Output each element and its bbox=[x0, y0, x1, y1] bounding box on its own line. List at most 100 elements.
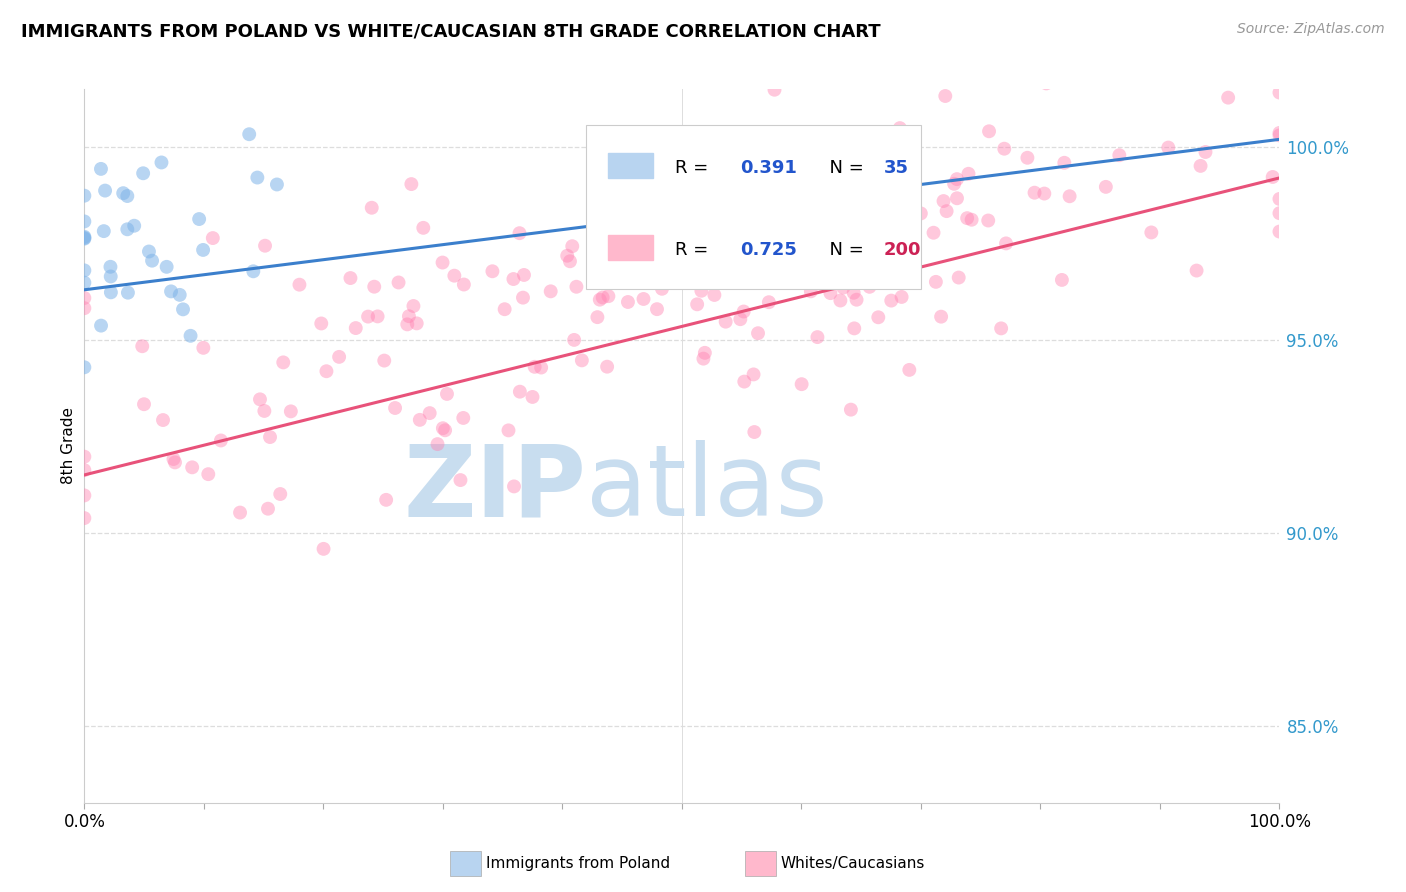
Point bbox=[73, 263, 96, 277]
Point bbox=[592, 249, 614, 263]
Point bbox=[1024, 186, 1046, 200]
Point bbox=[288, 277, 311, 292]
Point bbox=[396, 318, 419, 332]
Point bbox=[73, 301, 96, 315]
Point bbox=[73, 231, 96, 245]
Point bbox=[141, 253, 163, 268]
Point bbox=[434, 423, 457, 437]
Point bbox=[960, 212, 983, 227]
Point bbox=[1017, 151, 1039, 165]
Point bbox=[1268, 24, 1291, 38]
Point bbox=[910, 206, 932, 220]
Point bbox=[946, 191, 969, 205]
Point bbox=[402, 299, 425, 313]
Point bbox=[90, 161, 112, 176]
Text: N =: N = bbox=[818, 241, 863, 259]
FancyBboxPatch shape bbox=[586, 125, 921, 289]
Point bbox=[772, 252, 794, 266]
Point bbox=[1268, 86, 1291, 100]
Point bbox=[494, 302, 516, 317]
Point bbox=[883, 219, 905, 234]
Point bbox=[193, 341, 215, 355]
Point bbox=[842, 247, 865, 261]
Point bbox=[309, 317, 332, 331]
Point bbox=[672, 213, 695, 227]
Point bbox=[561, 239, 583, 253]
Point bbox=[957, 167, 980, 181]
Point bbox=[565, 279, 588, 293]
Point bbox=[360, 201, 382, 215]
Point bbox=[503, 479, 526, 493]
Point bbox=[73, 291, 96, 305]
Point bbox=[1059, 189, 1081, 203]
Point bbox=[1035, 77, 1057, 91]
Point bbox=[598, 289, 620, 303]
Point bbox=[946, 172, 969, 186]
Point bbox=[755, 233, 778, 247]
Point bbox=[156, 260, 179, 274]
Point bbox=[800, 285, 823, 299]
Point bbox=[693, 346, 716, 360]
Y-axis label: 8th Grade: 8th Grade bbox=[60, 408, 76, 484]
Point bbox=[100, 285, 122, 300]
Point bbox=[617, 295, 640, 310]
Point bbox=[845, 293, 868, 307]
Point bbox=[645, 302, 668, 317]
Point bbox=[93, 224, 115, 238]
Text: R =: R = bbox=[675, 241, 714, 259]
Point bbox=[94, 184, 117, 198]
Point bbox=[1157, 140, 1180, 154]
Point bbox=[432, 255, 454, 269]
Point bbox=[530, 360, 553, 375]
Point bbox=[132, 166, 155, 180]
Point bbox=[522, 390, 544, 404]
Text: N =: N = bbox=[818, 159, 863, 177]
Point bbox=[100, 269, 122, 284]
Point bbox=[481, 264, 503, 278]
Point bbox=[249, 392, 271, 407]
Point bbox=[162, 452, 184, 467]
Point bbox=[592, 290, 614, 304]
Point bbox=[748, 272, 770, 286]
Point bbox=[820, 286, 842, 301]
Point bbox=[426, 437, 449, 451]
Point bbox=[73, 276, 96, 290]
Point bbox=[443, 268, 465, 283]
Point bbox=[830, 262, 852, 277]
Point bbox=[197, 467, 219, 482]
Point bbox=[209, 434, 232, 448]
Point bbox=[132, 397, 155, 411]
Point bbox=[862, 173, 884, 187]
Point bbox=[432, 421, 454, 435]
Point bbox=[943, 177, 966, 191]
Point bbox=[498, 423, 520, 437]
Point bbox=[401, 177, 423, 191]
Point bbox=[770, 271, 793, 285]
Point bbox=[367, 310, 389, 324]
Point bbox=[555, 249, 578, 263]
Point bbox=[647, 135, 669, 149]
Point bbox=[453, 277, 475, 292]
Point bbox=[181, 460, 204, 475]
FancyBboxPatch shape bbox=[607, 153, 654, 178]
Point bbox=[675, 208, 697, 222]
Point bbox=[1218, 90, 1240, 104]
Point bbox=[312, 541, 335, 556]
Point bbox=[692, 351, 714, 366]
Point bbox=[409, 413, 432, 427]
Point bbox=[266, 178, 288, 192]
Point bbox=[900, 241, 922, 255]
Point bbox=[138, 244, 160, 259]
Text: Source: ZipAtlas.com: Source: ZipAtlas.com bbox=[1237, 22, 1385, 37]
Point bbox=[271, 355, 294, 369]
Point bbox=[832, 280, 855, 294]
Point bbox=[995, 236, 1018, 251]
FancyBboxPatch shape bbox=[607, 235, 654, 260]
Point bbox=[73, 511, 96, 525]
Point bbox=[229, 506, 252, 520]
Point bbox=[90, 318, 112, 333]
Point bbox=[259, 430, 281, 444]
Point bbox=[786, 131, 808, 145]
Point bbox=[1166, 26, 1188, 40]
Point bbox=[977, 213, 1000, 227]
